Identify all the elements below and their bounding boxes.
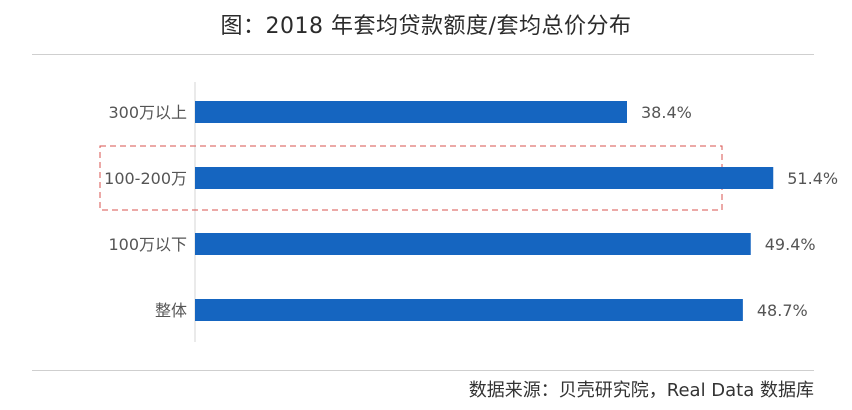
value-label: 49.4%: [765, 235, 816, 254]
bar-1: [195, 167, 774, 189]
chart-title: 图：2018 年套均贷款额度/套均总价分布: [220, 14, 632, 39]
value-label: 38.4%: [641, 103, 692, 122]
value-label: 48.7%: [757, 301, 808, 320]
value-label: 51.4%: [787, 169, 838, 188]
bar-0: [195, 101, 627, 123]
bar-3: [195, 299, 743, 321]
category-label: 100万以下: [108, 235, 187, 254]
category-label: 300万以上: [108, 103, 187, 122]
category-label: 整体: [155, 301, 187, 320]
bar-2: [195, 233, 751, 255]
bottom-divider: [32, 370, 814, 371]
category-label: 100-200万: [104, 169, 187, 188]
source-note: 数据来源：贝壳研究院，Real Data 数据库: [468, 380, 814, 401]
top-divider: [32, 54, 814, 55]
